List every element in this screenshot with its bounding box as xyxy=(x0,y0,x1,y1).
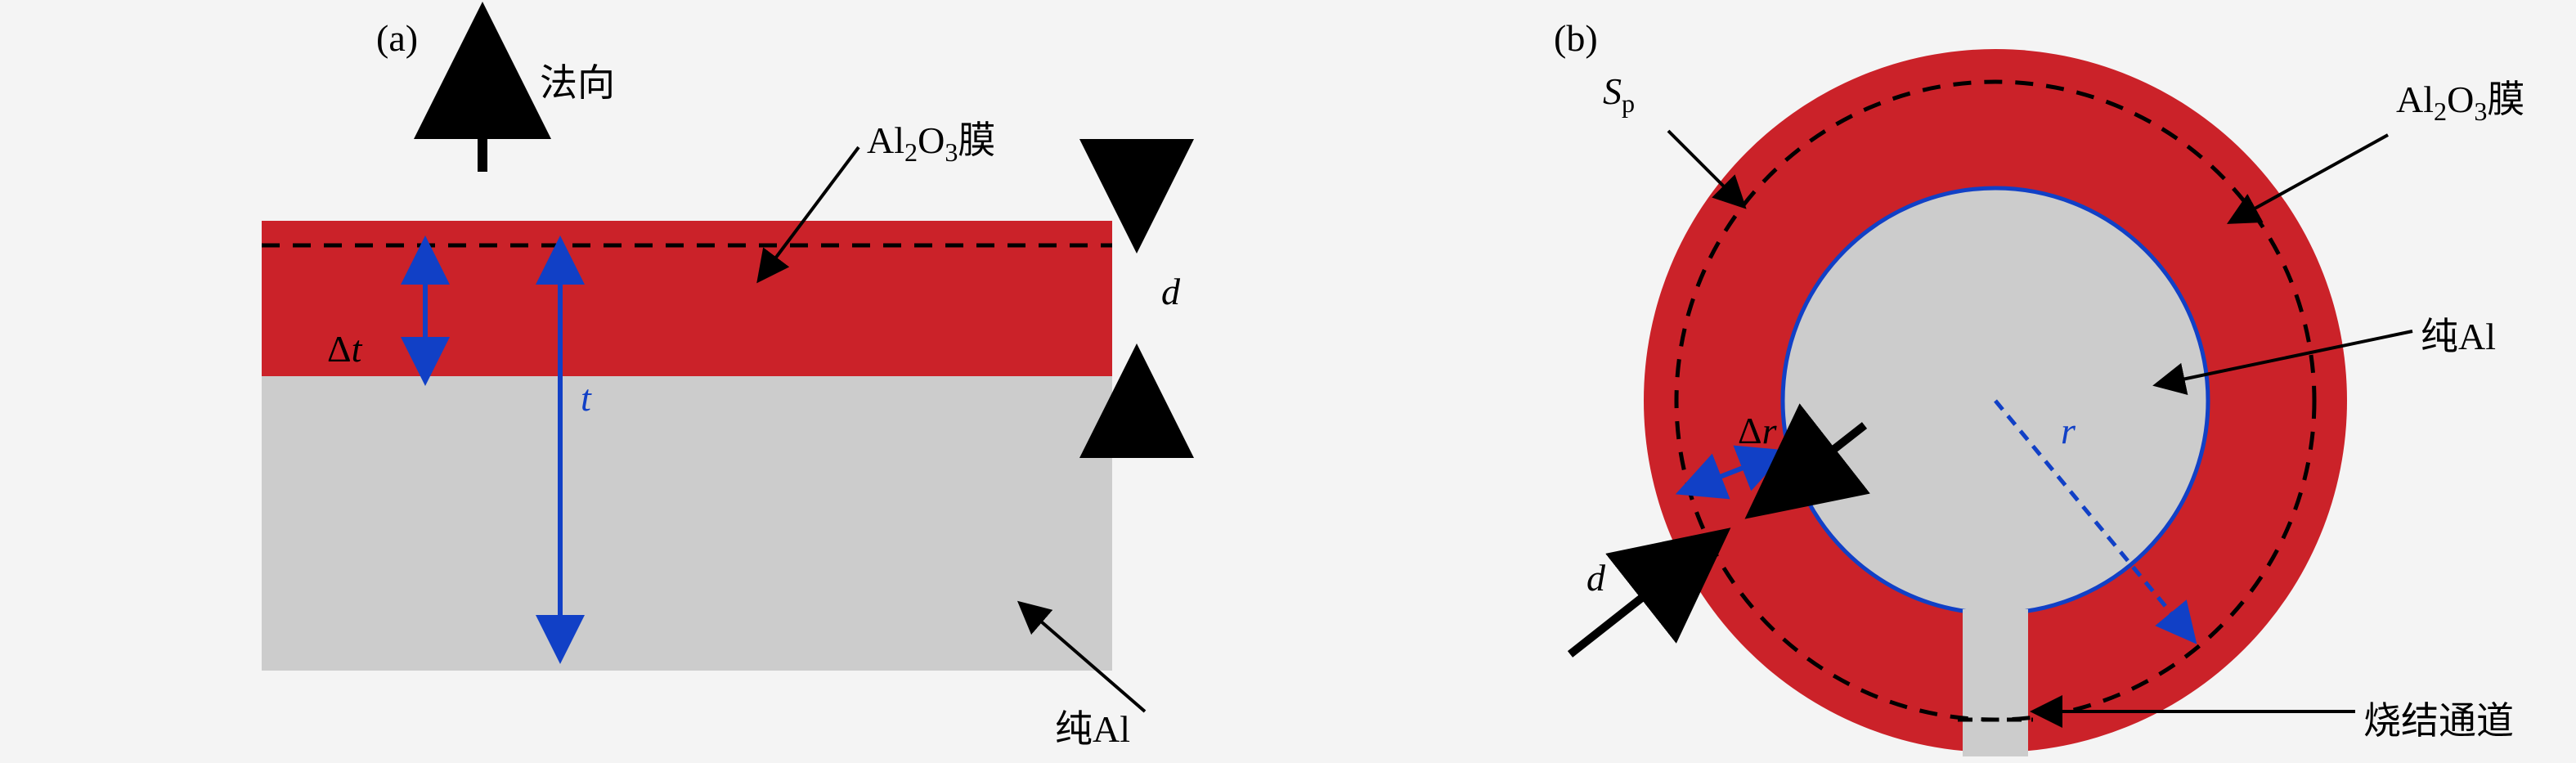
pure-al-label-b: 纯Al xyxy=(2421,307,2496,361)
pure-al-label-a: 纯Al xyxy=(1055,699,1130,753)
r-label: r xyxy=(2061,409,2076,452)
normal-label: 法向 xyxy=(540,53,615,107)
sp-label: Sp xyxy=(1603,70,1635,119)
panel-b-tag: (b) xyxy=(1554,16,1598,60)
delta-r-label: Δr xyxy=(1738,409,1777,452)
panel-a-tag: (a) xyxy=(376,16,418,60)
al2o3-label-b: Al2O3膜 xyxy=(2396,70,2524,127)
t-label: t xyxy=(581,376,591,420)
channel-label: 烧结通道 xyxy=(2363,691,2514,745)
delta-t-label: Δt xyxy=(327,327,361,370)
al2o3-label-a: Al2O3膜 xyxy=(867,110,995,168)
d-label-a: d xyxy=(1161,270,1180,313)
d-label-b: d xyxy=(1586,556,1605,599)
